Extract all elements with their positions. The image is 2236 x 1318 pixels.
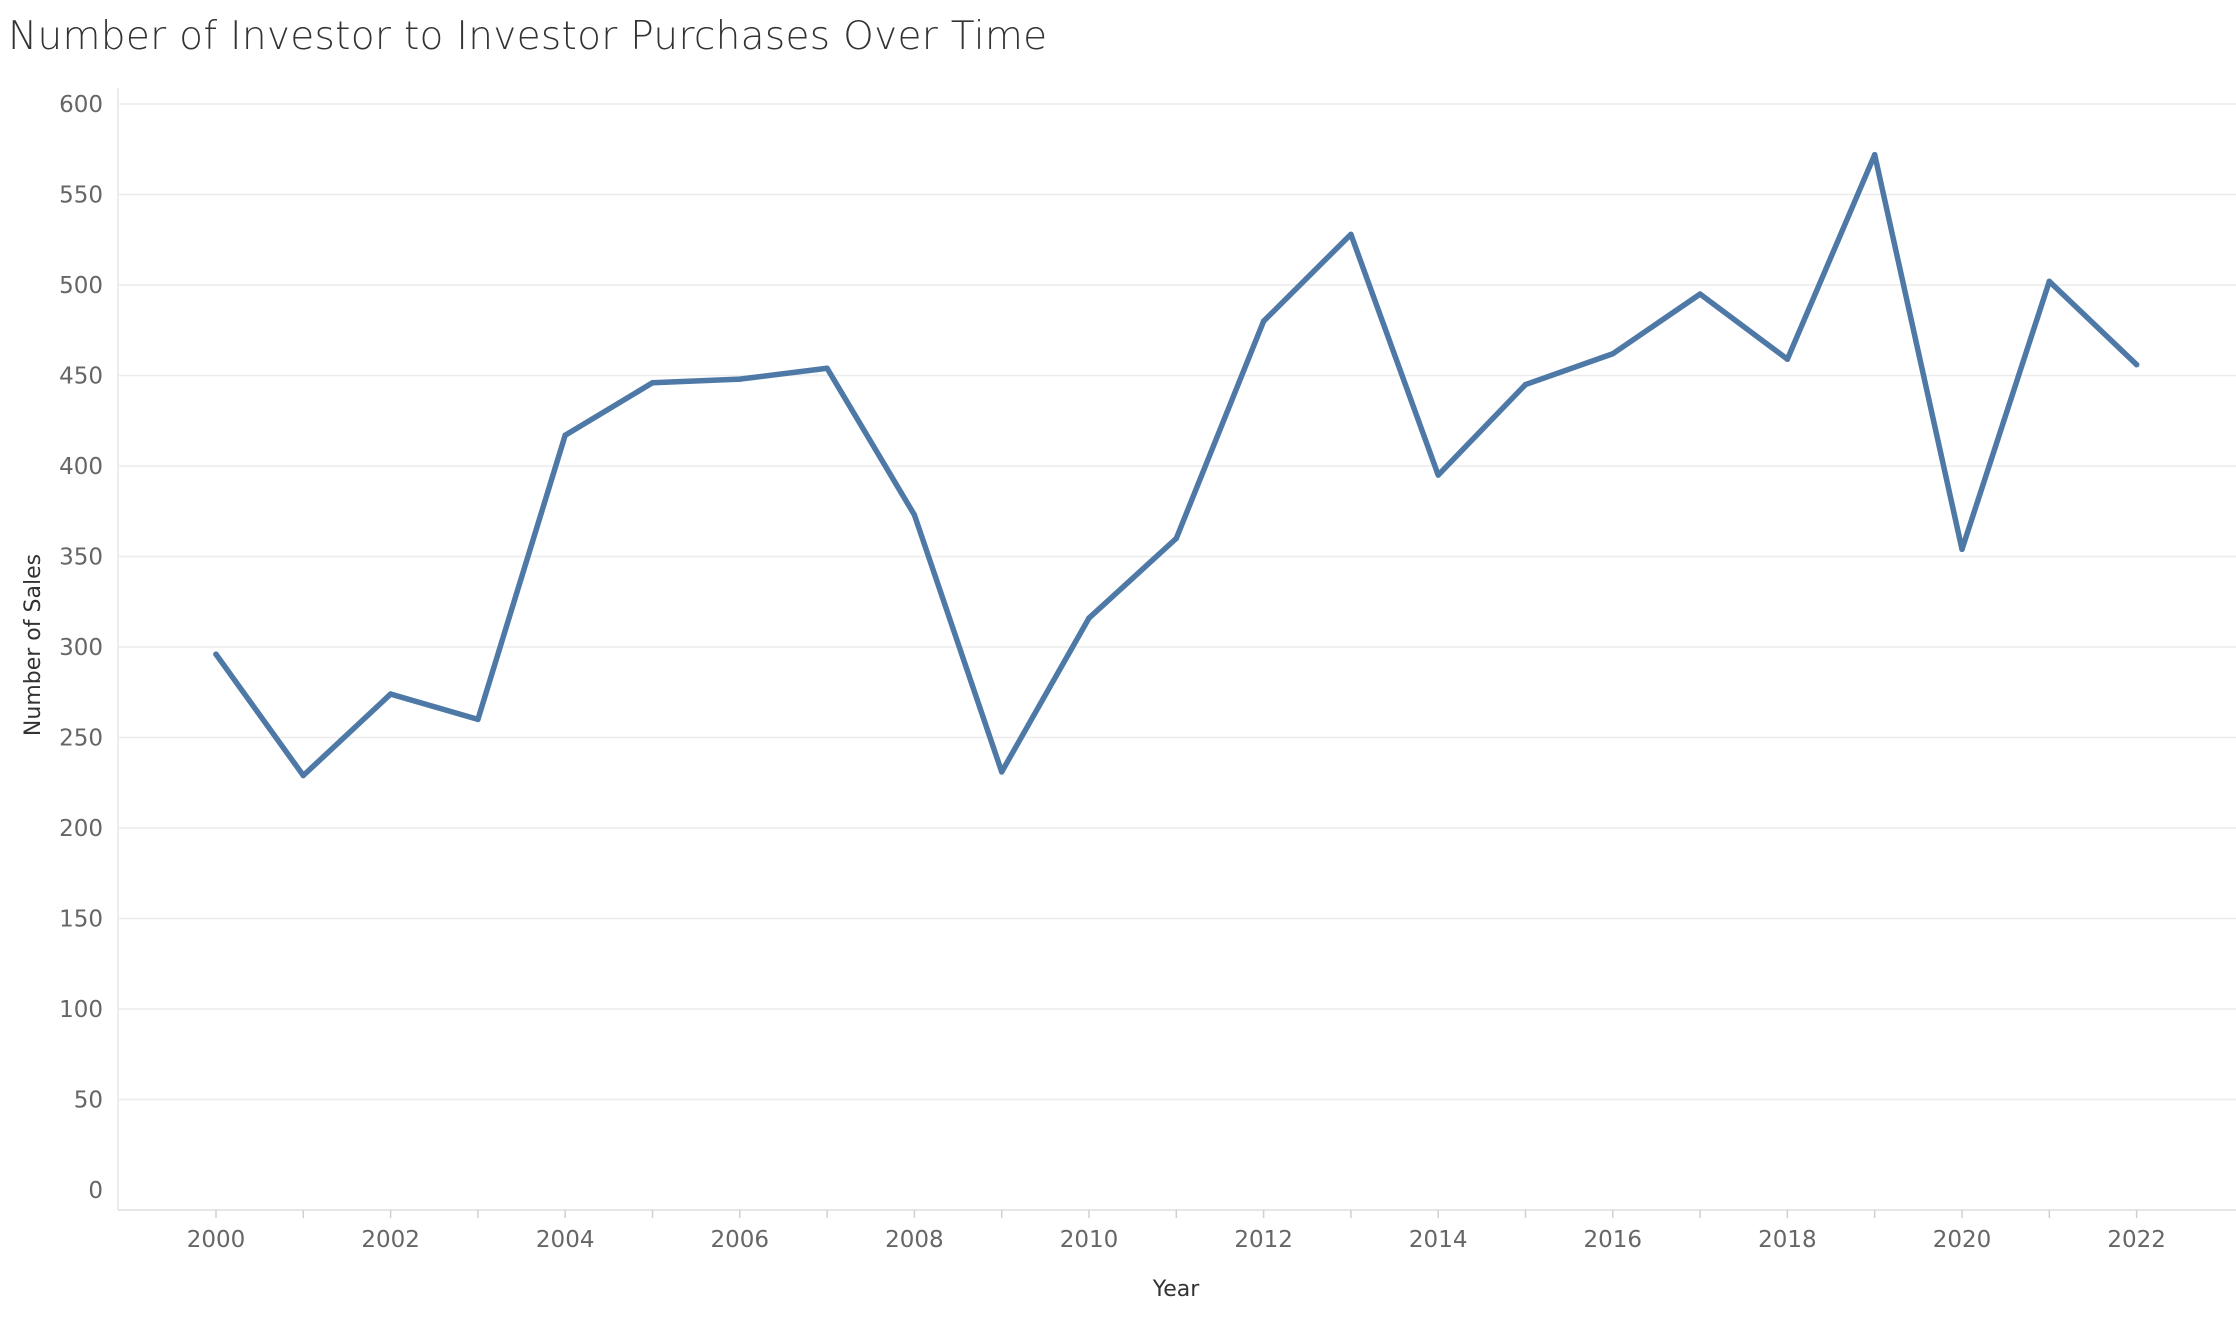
data-point[interactable] [1697, 291, 1703, 297]
data-point[interactable] [998, 769, 1005, 775]
y-axis-ticks: 0 50 100 150 200 250 300 350 400 450 500 550 600 [59, 92, 103, 1204]
y-tick-label: 300 [59, 635, 103, 661]
data-point[interactable] [1260, 318, 1267, 324]
data-point[interactable] [2133, 361, 2140, 368]
y-tick-label: 350 [59, 545, 103, 571]
x-tick-label: 2004 [536, 1227, 595, 1253]
chart-title: Number of Investor to Investor Purchases… [8, 14, 1048, 59]
series-line [213, 151, 2140, 779]
y-tick-label: 0 [88, 1178, 103, 1204]
y-tick-label: 500 [59, 273, 103, 299]
data-point[interactable] [562, 432, 568, 438]
x-axis-title: Year [1152, 1277, 1201, 1302]
data-point[interactable] [300, 772, 307, 779]
data-point[interactable] [1348, 231, 1354, 238]
y-tick-label: 450 [59, 364, 103, 390]
data-point[interactable] [911, 512, 918, 518]
series-layer [213, 151, 2140, 779]
x-tick-label: 2020 [1933, 1227, 1992, 1253]
data-point[interactable] [387, 691, 394, 697]
data-point[interactable] [824, 365, 830, 372]
y-tick-label: 250 [59, 726, 103, 752]
x-tick-label: 2008 [885, 1227, 944, 1253]
x-tick-label: 2006 [711, 1227, 770, 1253]
x-tick-label: 2018 [1758, 1227, 1817, 1253]
x-tick-label: 2022 [2107, 1227, 2166, 1253]
y-tick-label: 600 [59, 92, 103, 118]
data-point[interactable] [213, 651, 219, 657]
x-tick-label: 2000 [187, 1227, 246, 1253]
data-point[interactable] [1610, 351, 1616, 357]
y-tick-label: 200 [59, 816, 103, 842]
data-point[interactable] [2046, 278, 2053, 285]
x-axis-ticks: 2000 2002 2004 2006 2008 2010 2012 2014 2016 2018… [187, 1210, 2166, 1253]
y-tick-label: 550 [59, 183, 103, 209]
x-tick-label: 2014 [1409, 1227, 1468, 1253]
data-point[interactable] [475, 716, 481, 723]
data-point[interactable] [1435, 472, 1441, 478]
data-point[interactable] [1173, 535, 1180, 542]
data-point[interactable] [737, 376, 743, 382]
y-axis-title: Number of Sales [21, 554, 46, 736]
data-point[interactable] [649, 379, 656, 386]
data-point[interactable] [1784, 356, 1791, 362]
gridlines [117, 88, 2236, 1211]
x-tick-label: 2010 [1060, 1227, 1119, 1253]
x-tick-label: 2012 [1234, 1227, 1293, 1253]
data-point[interactable] [1959, 546, 1965, 553]
data-point[interactable] [1522, 381, 1529, 388]
y-tick-label: 150 [59, 907, 103, 933]
x-tick-label: 2016 [1584, 1227, 1643, 1253]
y-tick-label: 50 [74, 1088, 103, 1114]
data-point[interactable] [1871, 151, 1878, 158]
y-tick-label: 100 [59, 997, 103, 1023]
x-tick-label: 2002 [361, 1227, 420, 1253]
y-tick-label: 400 [59, 454, 103, 480]
data-point[interactable] [1086, 615, 1092, 621]
